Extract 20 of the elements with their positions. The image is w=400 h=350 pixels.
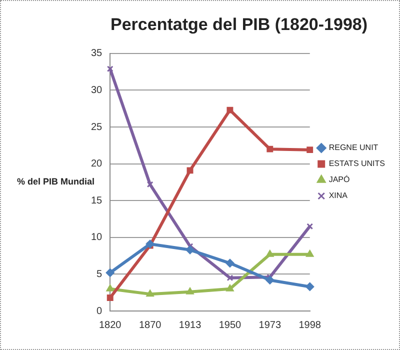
y-tick-label: 35 <box>91 48 103 60</box>
legend-label: JAPÓ <box>328 175 350 184</box>
legend-label: ESTATS UNITS <box>328 159 386 168</box>
y-tick-label: 20 <box>91 158 103 170</box>
y-tick-label: 25 <box>91 122 103 133</box>
x-tick-label: 1870 <box>138 320 162 331</box>
x-tick-label: 1913 <box>178 320 202 331</box>
y-tick-label: 10 <box>91 232 103 244</box>
x-tick-label: 1973 <box>258 320 282 331</box>
legend-label: XINA <box>328 191 348 200</box>
chart-title: Percentatge del PIB (1820-1998) <box>110 14 368 34</box>
y-tick-label: 30 <box>91 84 103 96</box>
x-tick-label: 1998 <box>298 320 322 331</box>
y-axis-title: % del PIB Mundial <box>17 176 95 187</box>
y-tick-label: 0 <box>96 306 103 317</box>
x-tick-label: 1820 <box>99 320 122 331</box>
x-tick-label: 1950 <box>218 320 242 331</box>
legend-label: REGNE UNIT <box>328 143 378 152</box>
y-tick-label: 15 <box>91 195 103 206</box>
y-tick-label: 5 <box>96 268 103 280</box>
